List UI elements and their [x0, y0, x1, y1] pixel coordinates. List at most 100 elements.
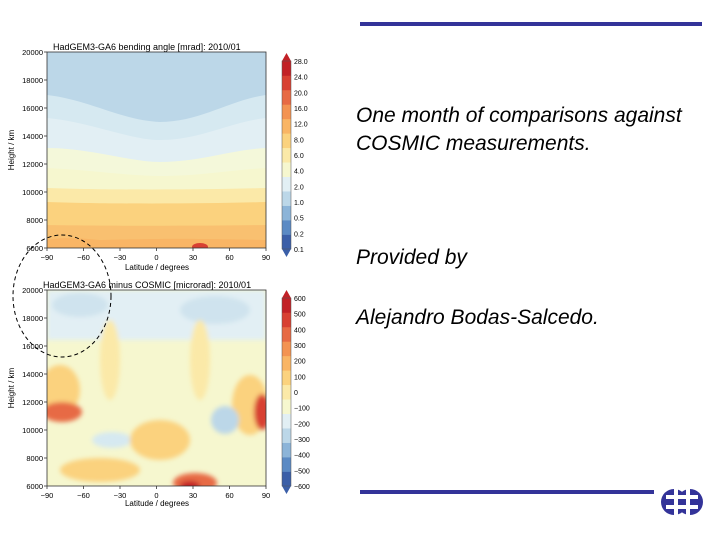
- bottom-panel: HadGEM3-GA6 minus COSMIC [microrad]: 201…: [7, 280, 310, 508]
- colorbar-swatch: [282, 471, 291, 487]
- colorbar-swatch: [282, 355, 291, 371]
- y-tick-label: 20000: [22, 48, 43, 57]
- colorbar-tick-label: 2.0: [294, 184, 304, 191]
- top-band-9: [47, 238, 266, 248]
- top-colorbar: 0.1 0.2 0.5 1.0 2.0 4.0 6.0 8.0 12.0 16.0 20.0 24.0…: [281, 53, 308, 257]
- top-y-label: Height / km: [7, 129, 16, 170]
- bottom-rule: [360, 490, 654, 494]
- bottom-warm-low: [60, 458, 140, 482]
- x-tick-label: −60: [77, 491, 90, 500]
- colorbar-tick-label: 24.0: [294, 75, 308, 82]
- y-tick-label: 16000: [22, 104, 43, 113]
- colorbar-swatch: [282, 205, 291, 221]
- colorbar-bottom-arrow: [282, 486, 291, 494]
- colorbar-tick-label: −500: [294, 468, 310, 475]
- y-tick-label: 20000: [22, 286, 43, 295]
- bottom-warm-col-1: [100, 320, 120, 400]
- bottom-panel-title: HadGEM3-GA6 minus COSMIC [microrad]: 201…: [43, 280, 251, 290]
- x-tick-label: −90: [41, 253, 54, 262]
- bottom-cool-blob-2: [180, 296, 250, 324]
- bottom-warm-left: [47, 365, 80, 415]
- y-tick-label: 8000: [26, 216, 43, 225]
- y-tick-label: 12000: [22, 160, 43, 169]
- colorbar-swatch: [282, 220, 291, 235]
- ecmwf-logo-icon: [660, 484, 704, 520]
- x-tick-label: 30: [189, 491, 197, 500]
- colorbar-swatch: [282, 234, 291, 250]
- bottom-blue-right: [211, 406, 239, 434]
- y-tick-label: 12000: [22, 398, 43, 407]
- colorbar-swatch: [282, 442, 291, 458]
- bottom-hot-right: [254, 394, 266, 430]
- x-tick-label: −90: [41, 491, 54, 500]
- colorbar-tick-label: 100: [294, 374, 306, 381]
- colorbar-tick-label: −600: [294, 484, 310, 491]
- y-tick-label: 14000: [22, 132, 43, 141]
- colorbar-swatch: [282, 104, 291, 120]
- y-tick-label: 8000: [26, 454, 43, 463]
- y-tick-label: 18000: [22, 76, 43, 85]
- bottom-y-label: Height / km: [7, 367, 16, 408]
- x-tick-label: 30: [189, 253, 197, 262]
- caption-comparisons: One month of comparisons against COSMIC …: [356, 104, 682, 155]
- colorbar-tick-label: 28.0: [294, 59, 308, 66]
- colorbar-swatch: [282, 457, 291, 472]
- colorbar-swatch: [282, 428, 291, 443]
- x-tick-label: −60: [77, 253, 90, 262]
- colorbar-swatch: [282, 370, 291, 386]
- colorbar-tick-label: −300: [294, 437, 310, 444]
- bottom-hot-left: [47, 402, 82, 422]
- top-panel: HadGEM3-GA6 bending angle [mrad]: 2010/0…: [7, 42, 308, 272]
- top-hotspot: [192, 243, 208, 248]
- colorbar-tick-label: 0: [294, 390, 298, 397]
- y-tick-label: 6000: [26, 482, 43, 491]
- colorbar-swatch: [282, 118, 291, 134]
- colorbar-swatch: [282, 61, 291, 76]
- colorbar-swatch: [282, 133, 291, 149]
- colorbar-tick-label: 0.5: [294, 216, 304, 223]
- colorbar-tick-label: 4.0: [294, 169, 304, 176]
- colorbar-swatch: [282, 147, 291, 163]
- colorbar-swatch: [282, 162, 291, 177]
- x-tick-label: 0: [154, 491, 158, 500]
- top-rule: [360, 22, 702, 26]
- colorbar-tick-label: 20.0: [294, 90, 308, 97]
- y-tick-label: 18000: [22, 314, 43, 323]
- colorbar-swatch: [282, 89, 291, 105]
- colorbar-tick-label: 16.0: [294, 106, 308, 113]
- colorbar-swatch: [282, 75, 291, 91]
- colorbar-tick-label: −100: [294, 406, 310, 413]
- y-tick-label: 14000: [22, 370, 43, 379]
- y-tick-label: 16000: [22, 342, 43, 351]
- colorbar-swatch: [282, 312, 291, 328]
- colorbar-frame: [281, 60, 292, 250]
- bottom-hot-core: [180, 481, 200, 486]
- colorbar-tick-label: 0.1: [294, 247, 304, 254]
- colorbar-tick-label: −400: [294, 453, 310, 460]
- y-tick-label: 10000: [22, 426, 43, 435]
- bottom-colorbar: −600 −500 −400 −300 −200 −100 0 100 200 300 400 500…: [281, 290, 310, 494]
- figure-panels: HadGEM3-GA6 bending angle [mrad]: 2010/0…: [7, 42, 310, 508]
- colorbar-tick-label: 12.0: [294, 122, 308, 129]
- colorbar-tick-label: 200: [294, 359, 306, 366]
- x-tick-label: −30: [114, 253, 127, 262]
- colorbar-top-arrow: [282, 53, 291, 61]
- top-heatmap: [47, 52, 266, 248]
- colorbar-swatch: [282, 191, 291, 206]
- bottom-warm-col-2: [190, 320, 210, 400]
- highlight-ellipse: [12, 234, 112, 358]
- caption-author: Alejandro Bodas-Salcedo.: [356, 306, 599, 329]
- bottom-heatmap: [47, 290, 266, 486]
- x-tick-label: 0: [154, 253, 158, 262]
- colorbar-frame: [281, 297, 292, 487]
- bottom-x-label: Latitude / degrees: [125, 499, 189, 508]
- top-panel-title: HadGEM3-GA6 bending angle [mrad]: 2010/0…: [53, 42, 241, 52]
- y-tick-label: 6000: [26, 244, 43, 253]
- colorbar-swatch: [282, 399, 291, 414]
- colorbar-swatch: [282, 384, 291, 400]
- x-tick-label: 90: [262, 253, 270, 262]
- colorbar-swatch: [282, 176, 291, 192]
- colorbar-swatch: [282, 341, 291, 357]
- colorbar-tick-label: −200: [294, 421, 310, 428]
- colorbar-tick-label: 1.0: [294, 200, 304, 207]
